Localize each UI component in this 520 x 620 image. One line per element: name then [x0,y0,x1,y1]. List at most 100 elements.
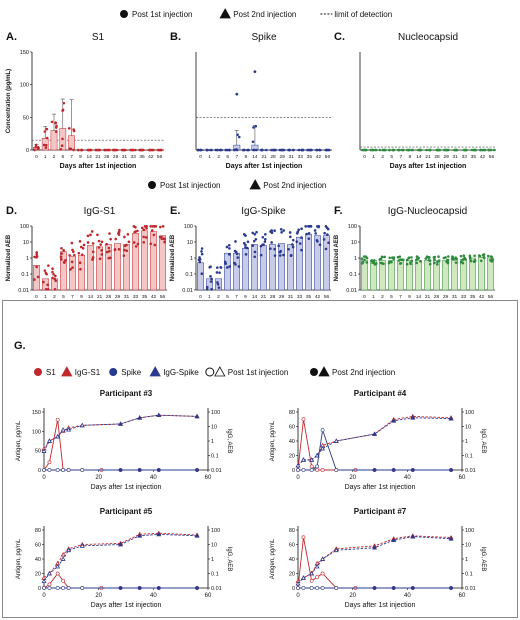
panel-letter: G. [14,340,26,352]
data-point [69,147,73,151]
x-tick-label: 31 [288,294,294,300]
bar [69,255,76,291]
x-tick-label: 0 [35,154,38,160]
data-point [324,148,328,152]
data-point [263,237,267,241]
series-line [297,536,452,584]
bar [314,235,321,291]
data-point [313,229,317,232]
data-point [391,148,395,152]
data-point [399,261,403,265]
data-point [227,253,231,256]
series-marker [448,415,454,421]
data-point [269,230,272,233]
panel-letter: A. [6,31,17,43]
data-point [360,257,364,260]
y-tick-label: 0.1 [185,272,193,278]
y-tick-label: 10 [351,240,357,246]
panel-letter: D. [6,205,17,217]
x-tick-label: 21 [95,154,101,160]
y2-tick-label: 0.01 [465,468,476,474]
data-point [208,265,212,269]
data-point [241,148,245,152]
bar [451,260,458,291]
data-point [149,225,153,228]
series-marker [66,547,72,553]
data-point [363,148,367,152]
series-marker [448,536,454,541]
data-point [378,148,382,152]
x-tick-label: 29 [113,154,119,160]
data-point [374,148,378,152]
data-point [306,148,309,152]
legend-open-circle-icon [205,367,215,377]
data-point [289,235,292,239]
bar [323,235,330,291]
x-tick-label: 28 [270,294,276,300]
data-point [459,254,463,258]
data-point [61,137,64,141]
data-point [482,253,485,257]
data-point [215,271,219,274]
y2-tick-label: 0.1 [211,454,219,460]
bar [251,244,258,291]
data-point [318,243,322,247]
x-tick-label: 35 [307,154,313,160]
data-point [260,148,264,152]
data-point [216,148,219,152]
x-tick-label: 31 [289,154,295,160]
series-marker [301,535,306,540]
data-point [72,129,76,133]
data-point [60,258,63,261]
series-marker [295,581,301,586]
series-marker [55,563,61,569]
bar [269,244,276,291]
data-point [254,237,258,241]
data-point [259,244,263,248]
data-point [70,241,74,245]
data-point [380,255,384,259]
data-point [435,263,439,266]
data-point [237,135,241,139]
data-point [227,148,231,152]
data-point [142,228,146,232]
series-marker [118,586,123,590]
y2-tick-label: 0.1 [465,454,473,460]
x-tick-label: 0 [42,475,46,481]
y-tick-label: 0.01 [182,288,193,294]
series-marker [410,586,415,590]
data-point [150,229,154,232]
x-tick-label: 40 [150,593,157,599]
data-point [462,254,466,258]
data-point [370,259,374,262]
series-marker [301,417,306,422]
bar [278,243,285,291]
bar [415,260,422,291]
data-point [373,259,376,262]
y2-axis-label: IgG, AEB [480,547,486,572]
y-tick-label: 10 [187,240,193,246]
series-marker [137,586,142,590]
data-point [152,233,156,237]
data-point [300,248,303,252]
panel-letter: B. [170,31,181,43]
data-point [447,148,450,152]
y-tick-label: 60 [289,543,295,549]
data-point [133,148,137,152]
data-point [54,126,58,129]
data-point [419,148,423,152]
data-point [70,260,74,264]
data-point [253,250,257,254]
x-tick-label: 42 [479,294,485,300]
data-point [426,256,430,259]
data-point [198,260,202,264]
series-marker [156,412,162,418]
data-point [415,261,419,265]
data-point [405,262,409,266]
bar [78,254,85,291]
x-tick-label: 31 [122,154,128,160]
x-tick-label: 0 [199,294,202,300]
series-marker [314,563,320,569]
data-point [296,230,300,234]
